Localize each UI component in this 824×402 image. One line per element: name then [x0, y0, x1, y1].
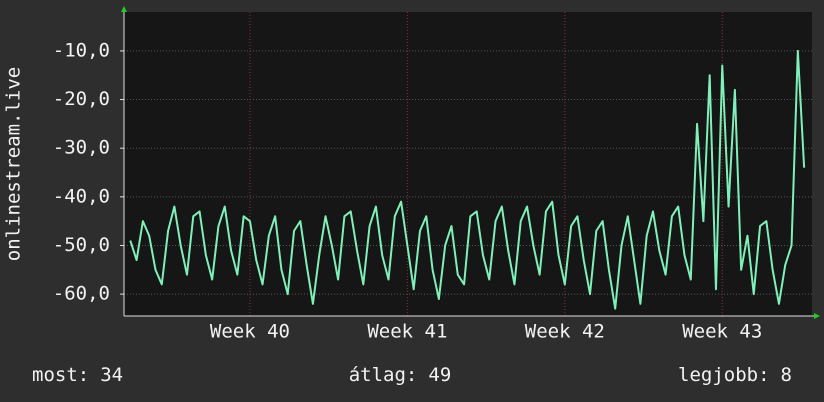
- x-tick-label: Week 42: [525, 321, 605, 343]
- y-tick-label: -20,0: [53, 88, 110, 110]
- footer-value: 8: [781, 364, 792, 386]
- y-tick-label: -10,0: [53, 39, 110, 61]
- y-tick-label: -50,0: [53, 234, 110, 256]
- footer-value: 49: [428, 364, 451, 386]
- labels: -60,0 -50,0 -40,0 -30,0 -20,0 -10,0 Week 40 Wee…: [32, 39, 792, 385]
- footer-label: átlag:: [349, 364, 418, 386]
- footer-stat: most: 34: [32, 364, 123, 386]
- marks: [129, 49, 806, 310]
- y-tick-label: -60,0: [53, 283, 110, 305]
- y-arrow: [121, 6, 127, 12]
- grid: [124, 12, 812, 316]
- x-arrow: [814, 313, 820, 319]
- y-axis-label: onlinestream.live: [3, 67, 25, 261]
- plot-area: [124, 12, 812, 316]
- y-tick-label: -30,0: [53, 137, 110, 159]
- x-tick-label: Week 41: [367, 321, 447, 343]
- footer-label: most:: [32, 364, 89, 386]
- footer-stat: legjobb: 8: [678, 364, 792, 386]
- footer-stat: átlag: 49: [349, 364, 452, 386]
- y-tick-label: -40,0: [53, 185, 110, 207]
- footer-label: legjobb:: [678, 364, 770, 386]
- line-series: [129, 49, 806, 310]
- footer-value: 34: [100, 364, 123, 386]
- x-tick-label: Week 40: [210, 321, 290, 343]
- x-tick-label: Week 43: [682, 321, 762, 343]
